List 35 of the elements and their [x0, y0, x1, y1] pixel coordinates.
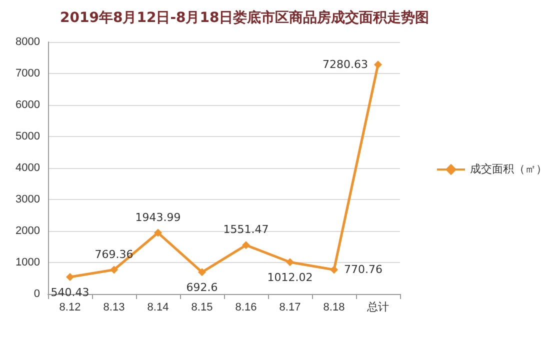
data-label: 1943.99 [135, 210, 181, 224]
x-tick-label: 8.13 [103, 302, 125, 314]
y-tick-label: 6000 [16, 99, 40, 111]
point [242, 241, 250, 250]
y-tick-label: 8000 [16, 36, 40, 48]
data-label: 7280.63 [322, 58, 368, 72]
y-tick-label: 5000 [16, 130, 40, 142]
data-label: 1551.47 [223, 223, 269, 236]
y-tick-label: 2000 [16, 225, 40, 237]
y-tick-label: 4000 [16, 162, 40, 174]
x-tick-label: 8.12 [59, 302, 81, 314]
point [286, 258, 294, 266]
point [198, 268, 206, 276]
data-label: 692.6 [186, 281, 218, 294]
x-tick-label: 总计 [366, 300, 389, 314]
point [66, 272, 74, 281]
legend-label: 成交面积（㎡） [470, 162, 547, 176]
point [110, 266, 118, 274]
y-tick-label: 3000 [16, 194, 40, 206]
data-label: 540.43 [50, 286, 90, 299]
x-tick-label: 8.15 [191, 302, 213, 314]
data-label: 770.76 [344, 263, 382, 276]
x-tick-label: 8.14 [147, 302, 169, 314]
point [154, 228, 162, 237]
x-tick-label: 8.17 [279, 302, 301, 314]
point [374, 60, 382, 69]
y-tick-label: 1000 [16, 256, 40, 268]
chart-title: 2019年8月12日-8月18日娄底市区商品房成交面积走势图 [60, 9, 430, 26]
y-tick-label: 0 [34, 288, 40, 300]
x-tick-label: 8.16 [235, 302, 257, 314]
data-label: 769.36 [94, 248, 134, 261]
point [330, 266, 338, 274]
y-tick-label: 7000 [16, 68, 40, 80]
x-tick-label: 8.18 [323, 302, 345, 314]
data-label: 1012.02 [267, 271, 313, 284]
